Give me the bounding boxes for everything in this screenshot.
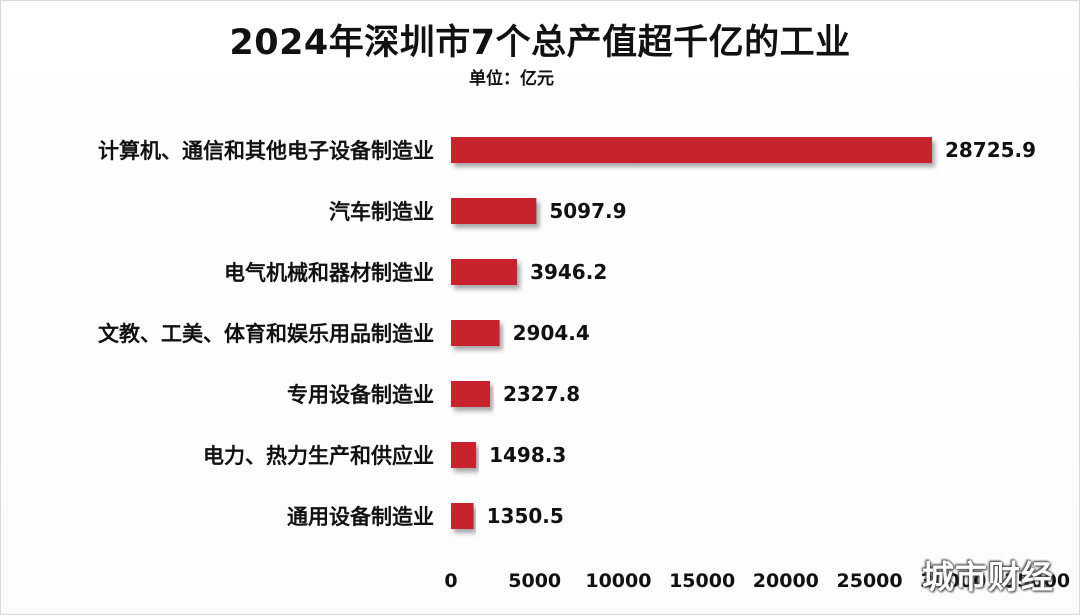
x-tick-label: 25000 (837, 570, 903, 592)
chart-title: 2024年深圳市7个总产值超千亿的工业 (229, 23, 851, 63)
bar (451, 259, 518, 285)
category-label: 电气机械和器材制造业 (224, 261, 434, 285)
category-label: 文教、工美、体育和娱乐用品制造业 (98, 322, 434, 346)
value-label: 28725.9 (945, 138, 1036, 162)
value-label: 2904.4 (513, 321, 590, 345)
category-label: 通用设备制造业 (287, 505, 434, 529)
bar (451, 198, 537, 224)
category-label: 电力、热力生产和供应业 (203, 444, 434, 468)
category-label: 专用设备制造业 (287, 383, 434, 407)
category-label: 计算机、通信和其他电子设备制造业 (98, 139, 434, 163)
value-label: 2327.8 (503, 382, 580, 406)
bar (451, 442, 477, 468)
category-label: 汽车制造业 (329, 200, 434, 224)
bar (451, 381, 490, 407)
watermark-text: 城市财经 (922, 558, 1055, 596)
value-label: 1350.5 (487, 504, 564, 528)
x-tick-label: 10000 (585, 570, 651, 592)
x-tick-label: 5000 (508, 570, 561, 592)
value-label: 1498.3 (489, 443, 566, 467)
value-label: 5097.9 (549, 199, 626, 223)
unit-label: 单位：亿元 (469, 69, 554, 89)
bar (451, 137, 932, 163)
x-tick-label: 15000 (669, 570, 735, 592)
bar (451, 503, 474, 529)
bar (451, 320, 500, 346)
x-tick-label: 35000 (1004, 570, 1070, 592)
x-tick-label: 20000 (753, 570, 819, 592)
x-tick-label: 0 (444, 570, 457, 592)
value-label: 3946.2 (530, 260, 607, 284)
x-tick-label: 30000 (920, 570, 986, 592)
